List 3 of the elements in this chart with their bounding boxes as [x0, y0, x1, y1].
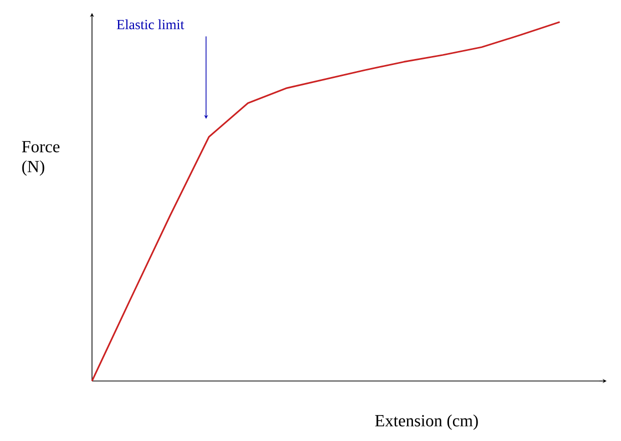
y-axis-title: Force (N): [22, 141, 60, 176]
annotation: Elastic limit: [116, 19, 184, 30]
x-axis-title: Extension (cm): [375, 414, 478, 430]
